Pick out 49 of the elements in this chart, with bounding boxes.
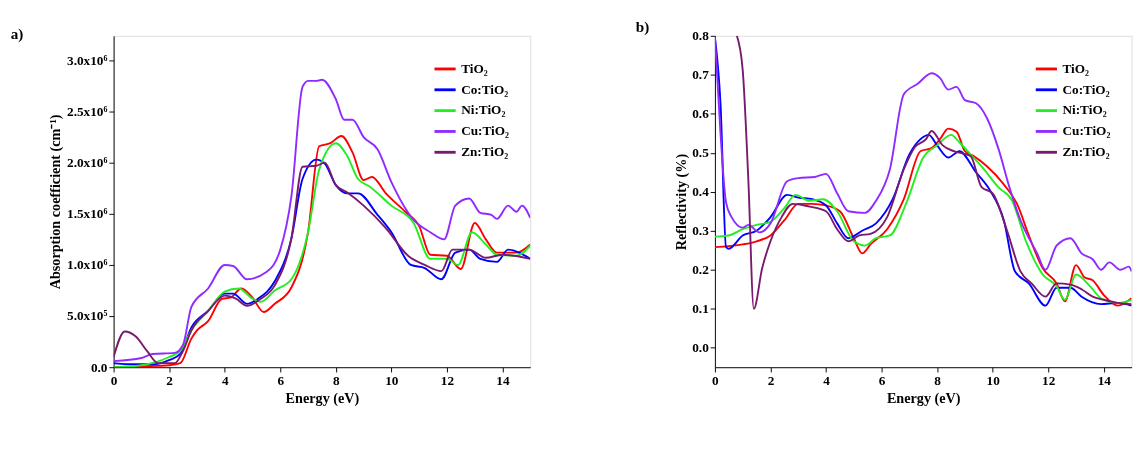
x-tick-label: 6	[277, 372, 285, 388]
y-tick-label: 3.0x10⁶	[67, 52, 108, 68]
legend-label: Ni:TiO₂	[461, 102, 506, 118]
y-tick-label: 5.0x10⁵	[67, 308, 108, 324]
x-tick-label: 12	[1042, 372, 1056, 388]
y-tick-label: 0.4	[692, 184, 710, 200]
x-tick-label: 14	[496, 372, 510, 388]
x-axis-title: Energy (eV)	[886, 389, 961, 407]
x-tick-label: 10	[385, 372, 399, 388]
x-tick-label: 14	[1097, 372, 1112, 388]
x-tick-label: 12	[440, 372, 455, 388]
y-tick-label: 2.5x10⁶	[67, 103, 108, 119]
x-tick-label: 2	[767, 372, 775, 388]
y-tick-label: 0.1	[692, 301, 709, 317]
legend-label: TiO₂	[461, 60, 488, 76]
y-tick-label: 1.5x10⁶	[67, 206, 108, 222]
legend-label: Zn:TiO₂	[1062, 144, 1110, 160]
x-tick-label: 10	[986, 372, 1001, 388]
y-tick-label: 2.0x10⁶	[67, 154, 108, 170]
y-tick-label: 0.0	[90, 359, 108, 375]
y-tick-label: 0.3	[692, 223, 710, 239]
y-tick-label: 1.0x10⁶	[67, 257, 108, 273]
legend-label: TiO₂	[1062, 60, 1090, 76]
x-tick-label: 0	[110, 372, 118, 388]
legend-label: Co:TiO₂	[1062, 81, 1110, 97]
chart-title: b)	[635, 18, 650, 37]
y-axis-title: Absorption coefficient (cm⁻¹)	[47, 114, 65, 290]
x-tick-label: 6	[878, 372, 886, 388]
y-tick-label: 0.7	[692, 67, 710, 83]
x-tick-label: 0	[712, 372, 720, 388]
legend-label: Cu:TiO₂	[461, 123, 510, 139]
y-tick-label: 0.5	[692, 145, 710, 161]
y-tick-label: 0.0	[692, 340, 710, 356]
legend-label: Co:TiO₂	[461, 81, 509, 97]
x-tick-label: 8	[333, 372, 341, 388]
y-axis-title: Reflectivity (%)	[672, 153, 690, 251]
y-tick-label: 0.6	[692, 106, 710, 122]
y-tick-label: 0.2	[692, 262, 710, 278]
legend-label: Zn:TiO₂	[461, 144, 509, 160]
line-series	[113, 78, 531, 363]
chart-title: a)	[10, 24, 24, 43]
y-tick-label: 0.8	[692, 28, 710, 44]
x-tick-label: 8	[934, 372, 942, 388]
legend-label: Cu:TiO₂	[1062, 123, 1111, 139]
legend-label: Ni:TiO₂	[1062, 102, 1107, 118]
x-tick-label: 4	[221, 372, 229, 388]
x-axis-title: Energy (eV)	[285, 389, 360, 407]
x-tick-label: 4	[823, 372, 831, 388]
x-tick-label: 2	[166, 372, 174, 388]
